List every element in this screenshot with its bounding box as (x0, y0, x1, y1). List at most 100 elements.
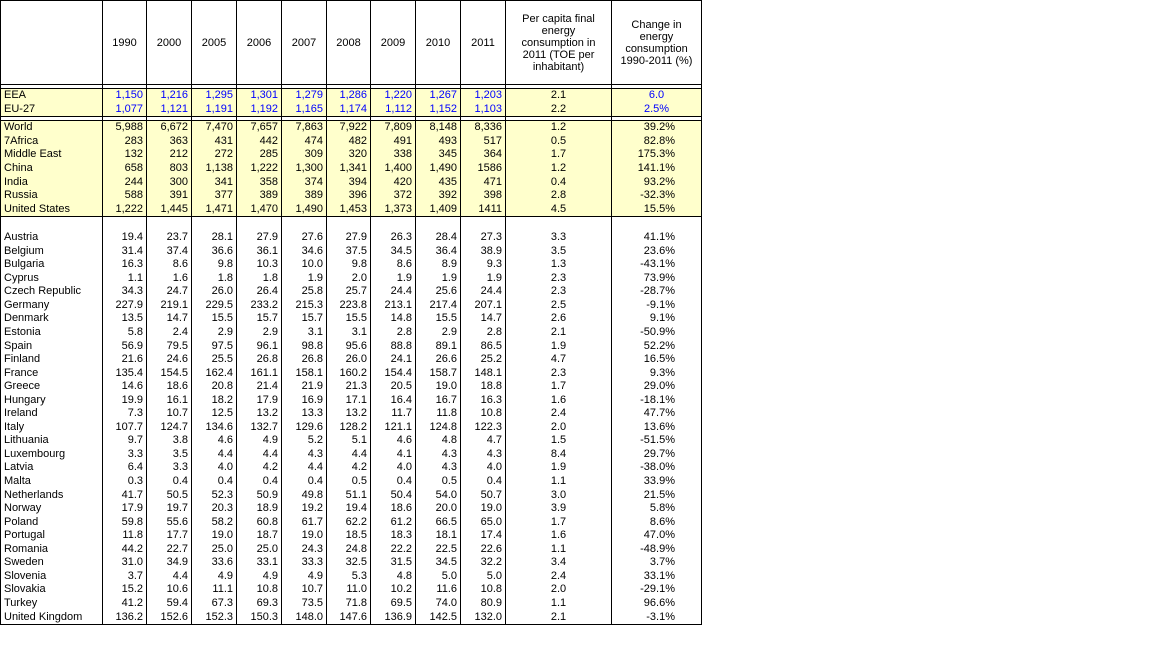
year-value-cell: 22.7 (146, 542, 192, 557)
year-value-cell: 136.9 (370, 610, 416, 625)
spacer-cell (460, 84, 506, 89)
year-value-cell: 19.0 (415, 379, 461, 394)
year-value-cell: 13.5 (102, 312, 147, 326)
header-year: 2008 (326, 0, 371, 85)
year-value-cell: 95.6 (326, 339, 371, 353)
year-value-cell: 4.2 (236, 461, 282, 475)
row-label: EU-27 (0, 102, 103, 118)
year-value-cell: 50.7 (460, 488, 506, 502)
year-value-cell: 16.3 (102, 258, 147, 272)
year-value-cell: 2.0 (326, 271, 371, 286)
year-value-cell: 50.5 (146, 488, 192, 502)
table-row: Netherlands 41.7 50.5 52.3 50.9 49.8 51.1 50.4 5… (0, 488, 702, 502)
year-value-cell: 67.3 (191, 596, 237, 611)
table-row: Estonia 5.8 2.4 2.9 2.9 3.1 3.1 2.8 2.9 2.8 2.1 -50… (0, 325, 702, 340)
year-value-cell: 19.0 (281, 528, 327, 543)
year-value-cell: 27.9 (236, 230, 282, 245)
change-cell: 23.6% (611, 244, 702, 259)
spacer-cell (611, 84, 702, 89)
change-cell: -29.1% (611, 583, 702, 597)
year-value-cell: 61.7 (281, 515, 327, 529)
year-value-cell: 1,112 (370, 102, 416, 118)
change-cell: 93.2% (611, 175, 702, 189)
change-cell: 29.0% (611, 379, 702, 394)
year-value-cell: 1,409 (415, 202, 461, 217)
table-row: United States 1,222 1,445 1,471 1,470 1,490 1,… (0, 202, 702, 217)
spacer-cell (505, 116, 612, 121)
year-value-cell: 24.7 (146, 285, 192, 299)
change-cell: -43.1% (611, 258, 702, 272)
year-value-cell: 28.4 (415, 230, 461, 245)
year-value-cell: 229.5 (191, 298, 237, 313)
year-value-cell: 66.5 (415, 515, 461, 529)
year-value-cell: 16.1 (146, 393, 192, 408)
year-value-cell: 0.4 (146, 474, 192, 489)
change-cell: 47.0% (611, 528, 702, 543)
year-value-cell: 391 (146, 188, 192, 203)
row-label: Greece (0, 379, 103, 394)
year-value-cell: 121.1 (370, 420, 416, 435)
year-value-cell: 482 (326, 134, 371, 149)
row-label: Netherlands (0, 488, 103, 502)
year-value-cell: 3.3 (102, 447, 147, 462)
year-value-cell: 4.9 (236, 434, 282, 448)
year-value-cell: 213.1 (370, 298, 416, 313)
row-label: Malta (0, 474, 103, 489)
year-value-cell: 59.4 (146, 596, 192, 611)
table-row: 7Africa 283 363 431 442 474 482 491 493 517 0.5 82.… (0, 134, 702, 149)
year-value-cell: 34.3 (102, 285, 147, 299)
per-capita-cell: 2.8 (505, 188, 612, 203)
change-cell: 15.5% (611, 202, 702, 217)
year-value-cell: 4.3 (281, 447, 327, 462)
year-value-cell: 19.4 (102, 230, 147, 245)
year-value-cell: 10.8 (460, 583, 506, 597)
year-value-cell: 26.3 (370, 230, 416, 245)
year-value-cell: 9.3 (460, 258, 506, 272)
year-value-cell: 28.1 (191, 230, 237, 245)
year-value-cell: 18.6 (146, 379, 192, 394)
per-capita-cell: 2.0 (505, 583, 612, 597)
year-value-cell: 1,191 (191, 102, 237, 118)
year-value-cell: 132 (102, 148, 147, 162)
year-value-cell: 219.1 (146, 298, 192, 313)
year-value-cell: 0.4 (281, 474, 327, 489)
year-value-cell: 27.3 (460, 230, 506, 245)
header-year: 2005 (191, 0, 237, 85)
year-value-cell: 1,279 (281, 87, 327, 103)
table-row: Austria 19.4 23.7 28.1 27.9 27.6 27.9 26.3 28.4 2… (0, 230, 702, 245)
year-value-cell: 309 (281, 148, 327, 162)
year-value-cell: 6,672 (146, 120, 192, 135)
year-value-cell: 320 (326, 148, 371, 162)
year-value-cell: 31.4 (102, 244, 147, 259)
year-value-cell: 4.6 (370, 434, 416, 448)
year-value-cell: 6.4 (102, 461, 147, 475)
year-value-cell: 14.7 (460, 312, 506, 326)
change-cell: -48.9% (611, 542, 702, 557)
year-value-cell: 10.7 (146, 407, 192, 421)
year-value-cell: 71.8 (326, 596, 371, 611)
year-value-cell: 23.7 (146, 230, 192, 245)
row-label: World (0, 120, 103, 135)
row-label: Cyprus (0, 271, 103, 286)
row-label: Italy (0, 420, 103, 435)
year-value-cell: 154.4 (370, 366, 416, 380)
change-cell: 175.3% (611, 148, 702, 162)
year-value-cell: 1,267 (415, 87, 461, 103)
year-value-cell: 18.1 (415, 528, 461, 543)
header-year: 1990 (102, 0, 147, 85)
year-value-cell: 11.1 (191, 583, 237, 597)
year-value-cell: 1,453 (326, 202, 371, 217)
year-value-cell: 0.5 (326, 474, 371, 489)
table-row: Middle East 132 212 272 285 309 320 338 345 364 1.… (0, 148, 702, 162)
year-value-cell: 1,150 (102, 87, 147, 103)
year-value-cell: 32.2 (460, 556, 506, 570)
row-label: Slovenia (0, 569, 103, 584)
year-value-cell: 27.6 (281, 230, 327, 245)
year-value-cell: 4.4 (146, 569, 192, 584)
year-value-cell: 227.9 (102, 298, 147, 313)
year-value-cell: 136.2 (102, 610, 147, 625)
per-capita-cell: 4.7 (505, 352, 612, 367)
year-value-cell: 33.1 (236, 556, 282, 570)
table-row: Denmark 13.5 14.7 15.5 15.7 15.7 15.5 14.8 15.5 1… (0, 312, 702, 326)
year-value-cell: 22.2 (370, 542, 416, 557)
